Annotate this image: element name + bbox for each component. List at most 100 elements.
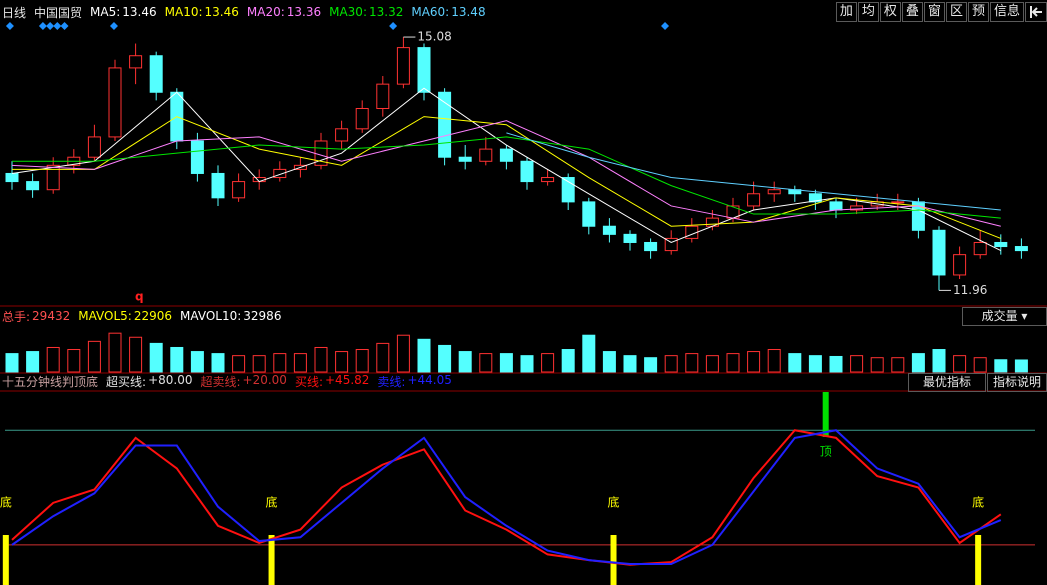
candle-body xyxy=(520,160,534,183)
candle-body xyxy=(541,177,555,183)
volume-bar xyxy=(149,342,163,373)
legend-value: +80.00 xyxy=(148,372,193,387)
legend-label: MAVOL10: xyxy=(180,309,242,323)
legend: MAVOL5: 22906 MAVOL10: 32986 xyxy=(78,309,289,323)
signal-bar xyxy=(610,535,617,585)
volume-bar xyxy=(417,338,431,373)
legend-value: 22906 xyxy=(133,309,173,323)
legend-value: 13.46 xyxy=(204,5,239,19)
candle-body xyxy=(211,172,225,199)
toolbar-button[interactable]: 权 xyxy=(879,2,901,22)
volume-bar xyxy=(829,355,843,373)
legend: MA5: 13.46 MA10: 13.46 MA20: 13.36 MA30: 13.32 M… xyxy=(90,5,494,19)
selector-label: 成交量 xyxy=(981,309,1018,323)
candle-body xyxy=(1014,246,1028,252)
candle-body xyxy=(417,47,431,93)
toolbar-button[interactable]: 加 xyxy=(835,2,857,22)
volume-bar xyxy=(355,349,369,373)
high-annotation: 15.08 xyxy=(417,30,451,44)
indicator-button[interactable]: 指标说明 xyxy=(987,373,1047,392)
legend-value: +20.00 xyxy=(242,372,287,387)
candle-body xyxy=(458,156,472,162)
candle-body xyxy=(582,201,596,227)
volume-bar xyxy=(644,357,658,373)
period: 日线 xyxy=(2,5,27,20)
volume-bar xyxy=(685,353,699,373)
legend-value: +44.05 xyxy=(407,372,452,387)
candle-body xyxy=(747,193,761,207)
legend-label: MA5: xyxy=(90,5,121,19)
volume-bar xyxy=(458,351,472,373)
volume-bar xyxy=(541,353,555,373)
low-annotation: 11.96 xyxy=(953,283,987,297)
toolbar-button[interactable]: 区 xyxy=(945,2,967,22)
volume-bar xyxy=(932,349,946,373)
signal-label: 顶 xyxy=(820,445,832,459)
toolbar-button[interactable]: 窗 xyxy=(923,2,945,22)
ma-line xyxy=(11,120,1001,227)
indicator-line xyxy=(11,429,1002,565)
signal-bar xyxy=(268,535,275,585)
volume-bar xyxy=(911,353,925,373)
candle-body xyxy=(973,241,987,256)
volume-bar xyxy=(623,355,637,373)
candle-body xyxy=(644,241,658,252)
candle-body xyxy=(335,128,349,142)
legend-value: +45.82 xyxy=(325,372,370,387)
volume-bar xyxy=(705,355,719,373)
signal-diamond xyxy=(46,22,55,30)
signal-label: 底 xyxy=(972,495,984,510)
legend-label: MA20: xyxy=(246,5,285,19)
candle-body xyxy=(850,205,864,211)
volume-selector[interactable]: 成交量 ▾ xyxy=(962,307,1047,326)
candle-body xyxy=(232,181,246,199)
signal-diamond xyxy=(60,22,69,30)
signal-bar xyxy=(2,535,9,585)
legend-label: MA10: xyxy=(164,5,203,19)
signal-label: 底 xyxy=(266,495,278,510)
toolbar-button[interactable]: 均 xyxy=(857,2,879,22)
stock-name: 中国国贸 xyxy=(34,5,83,20)
indicator-button[interactable]: 最优指标 xyxy=(908,373,986,392)
volume-bar xyxy=(499,353,513,373)
volume-header: 总手: 29432 MAVOL5: 22906 MAVOL10: 32986 xyxy=(2,308,291,324)
volume-bar xyxy=(314,346,328,373)
candle-body xyxy=(5,172,19,183)
legend-value: 29432 xyxy=(32,309,71,323)
legend-label: MA30: xyxy=(329,5,367,19)
volume-bar xyxy=(293,353,307,373)
volume-bar xyxy=(850,355,864,373)
candle-body xyxy=(994,241,1008,248)
volume-bar xyxy=(190,351,204,373)
ma-line xyxy=(12,116,1001,239)
toolbar-button[interactable]: 信息 xyxy=(989,2,1024,22)
volume-bar xyxy=(891,357,905,373)
volume-bar xyxy=(252,355,266,373)
candle-body xyxy=(26,181,40,191)
candle-body xyxy=(149,55,163,93)
volume-bar xyxy=(561,349,575,373)
signal-bar xyxy=(822,392,829,437)
legend-value: 13.32 xyxy=(368,5,404,19)
volume-bar xyxy=(808,355,822,373)
legend-label: MA60: xyxy=(411,5,450,19)
volume-bar xyxy=(26,351,40,373)
candle-body xyxy=(953,254,967,276)
signal-diamond xyxy=(5,22,14,30)
signal-diamond xyxy=(53,22,62,30)
legend-value: 13.48 xyxy=(451,5,486,19)
toolbar-button[interactable]: 叠 xyxy=(901,2,923,22)
legend-value: 32986 xyxy=(243,309,282,323)
ma-line xyxy=(506,132,1001,211)
volume-bar xyxy=(953,355,967,373)
candle-body xyxy=(46,164,60,191)
volume-bar xyxy=(1014,359,1028,373)
candle-body xyxy=(829,201,843,211)
exit-icon[interactable] xyxy=(1025,2,1047,22)
toolbar-button[interactable]: 预 xyxy=(967,2,989,22)
candle-body xyxy=(767,189,781,195)
candle-body xyxy=(108,67,122,138)
volume-bar xyxy=(87,340,101,373)
candle-body xyxy=(273,168,287,179)
